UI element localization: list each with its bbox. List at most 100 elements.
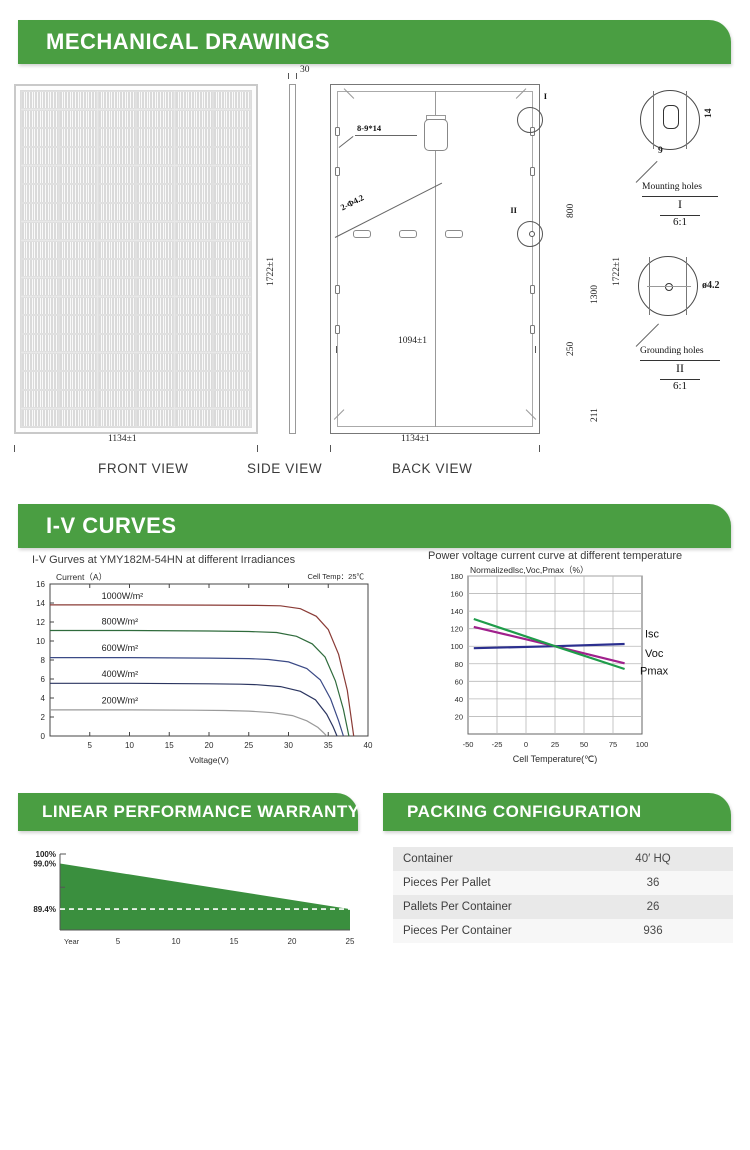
solar-cell [213,203,251,222]
mounting-slot-shape [663,105,679,129]
dim-1300-text: 1300 [590,285,600,304]
back-view-drawing: I II 8-9*14 2-Φ4.2 [330,84,547,434]
solar-cell [21,408,59,427]
back-width-dim-text: 1134±1 [401,434,430,444]
solar-cell [97,371,136,390]
packing-row-label: Container [403,853,453,865]
dim-tick [535,346,536,353]
y-tick-label: 8 [41,656,46,665]
solar-cell [136,371,175,390]
front-height-dim-text: 1722±1 [266,257,276,286]
solar-cell [59,203,98,222]
y-axis-label: Normalizedlsc,Voc,Pmax（%） [470,565,589,575]
warranty-title: LINEAR PERFORMANCE WARRANTY [42,802,360,821]
x-tick-label: 15 [230,937,239,946]
grounding-detail-roman: II [676,361,684,375]
detail-rail-edge [653,91,654,149]
dim-tick [336,346,337,353]
solar-cell [213,408,251,427]
solar-cell [97,147,136,166]
solar-cell [213,91,251,110]
dim-tick [539,445,540,452]
mounting-hole [530,285,535,294]
mounting-hole [335,127,340,136]
curve-label: 200W/m² [102,696,139,706]
packing-title: PACKING CONFIGURATION [407,802,642,821]
dim-800-text: 800 [566,203,576,218]
y-axis-label: Current（A） [56,572,107,582]
packing-row-value: 936 [643,925,663,937]
solar-cell [59,371,98,390]
y-tick-label: 16 [36,580,45,589]
solar-cell [97,334,136,353]
warranty-banner: LINEAR PERFORMANCE WARRANTY [18,793,360,831]
mount-span-width-text: 1094±1 [398,336,427,346]
solar-cell [97,315,136,334]
x-tick-label: 25 [244,741,253,750]
solar-cell [213,390,251,409]
curve-label: 600W/m² [102,643,139,653]
solar-cell [213,184,251,203]
mounting-detail-roman: I [678,197,682,211]
x-tick-label: 5 [116,937,121,946]
solar-cell [136,408,175,427]
solar-cell [59,128,98,147]
y-tick-label: 80 [455,660,463,669]
y-tick-label: 0 [41,732,46,741]
front-height-dim-line [0,66,1,416]
back-height-dim-text: 1722±1 [612,257,622,286]
solar-cell [213,334,251,353]
grounding-detail-scale: 6:1 [672,380,688,392]
solar-cell [174,371,213,390]
solar-cell [136,165,175,184]
solar-cell [21,390,59,409]
solar-cell [59,221,98,241]
solar-cell [174,334,213,353]
panel-frame [14,84,258,434]
mounting-detail-circle [640,90,700,150]
solar-cell [174,390,213,409]
side-view-drawing [289,84,297,434]
plot-frame [49,583,369,737]
mounting-hole [530,167,535,176]
mounting-hole [335,325,340,334]
solar-cell [97,352,136,371]
solar-cell [21,184,59,203]
packing-row-value: 36 [646,877,660,889]
solar-cell [213,371,251,390]
solar-cell [21,277,59,297]
iv-curve [50,682,338,737]
solar-cell [21,109,59,128]
solar-cell [213,128,251,147]
iv-curves-section: I-V CURVES I-V Gurves at YMY182M-54HN at… [0,496,750,786]
solar-cell [21,259,59,278]
solar-cell [21,296,59,315]
solar-cell [136,259,175,278]
solar-cell [59,184,98,203]
x-tick-label: -25 [492,740,503,749]
x-tick-label: 100 [636,740,649,749]
solar-cell [59,91,98,110]
solar-cell [174,184,213,203]
solar-cell [213,352,251,371]
table-row: Pieces Per Pallet 36 [393,871,733,895]
x-tick-label: 25 [551,740,559,749]
grounding-holes-caption: Grounding holes [640,346,704,356]
solar-cell [174,109,213,128]
solar-cell [136,221,175,241]
x-tick-label: 15 [165,741,174,750]
mounting-detail-height-dim: 14 [704,108,714,119]
x-tick-label: 35 [324,741,333,750]
solar-cell [21,91,59,110]
series-label: Pmax [640,665,669,677]
solar-cell [136,334,175,353]
x-tick-label: 40 [364,741,373,750]
solar-cell [21,128,59,147]
solar-cell [21,352,59,371]
solar-cell [21,371,59,390]
solar-cell [97,259,136,278]
mechanical-drawings-section: MECHANICAL DRAWINGS 1722±1 1134±1 30 [0,0,750,492]
solar-cell [97,91,136,110]
x-axis-label: Voltage(V) [189,755,229,765]
dim-800-line [0,422,1,480]
